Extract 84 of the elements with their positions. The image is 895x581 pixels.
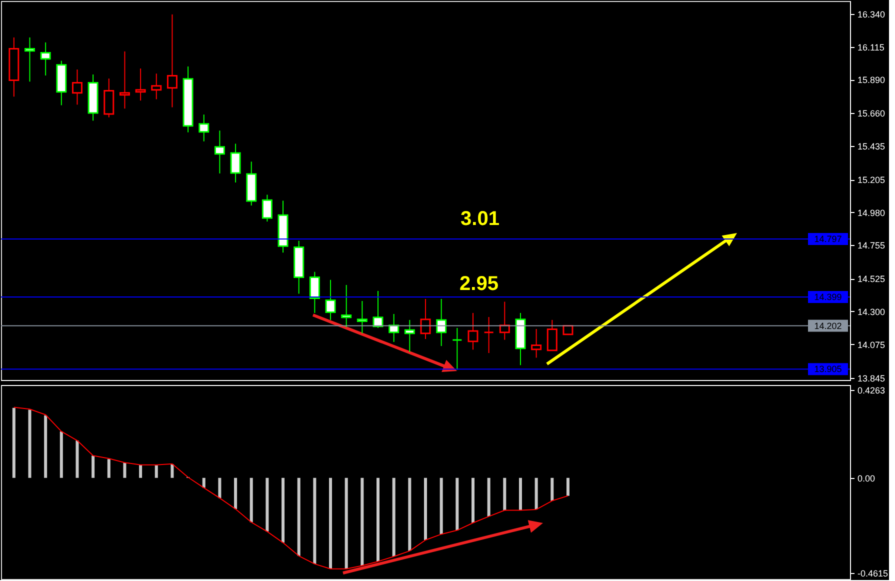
- bar: [440, 478, 443, 534]
- bar: [139, 464, 142, 478]
- bar: [376, 478, 380, 562]
- bar: [344, 478, 348, 569]
- bar: [154, 465, 158, 478]
- bar: [28, 410, 32, 478]
- candlestick: [24, 36, 35, 82]
- candlestick: [468, 312, 478, 350]
- y-tick-label: 14.075: [858, 340, 886, 350]
- candlestick: [484, 316, 494, 354]
- bar: [392, 478, 396, 557]
- candlestick: [404, 319, 415, 353]
- candlestick: [166, 14, 178, 108]
- candlestick: [388, 313, 400, 342]
- candlestick: [341, 284, 352, 328]
- bar: [471, 478, 474, 523]
- candlestick: [135, 68, 146, 102]
- candlestick: [436, 298, 447, 347]
- candlestick: [230, 143, 241, 183]
- bar: [360, 478, 364, 566]
- bar: [12, 408, 16, 478]
- y-tick-label: 16.340: [858, 10, 886, 20]
- bar: [424, 478, 427, 540]
- bar: [60, 431, 63, 478]
- bar: [297, 478, 300, 556]
- y-tick-label: -0.4615: [858, 568, 888, 579]
- y-tick-label: 15.660: [858, 108, 886, 119]
- candlestick: [499, 301, 510, 340]
- candlestick: [104, 78, 114, 118]
- bar: [534, 478, 538, 510]
- candlestick: [119, 50, 130, 110]
- candlestick: [546, 319, 558, 352]
- candlestick: [262, 194, 272, 222]
- candlestick: [420, 298, 431, 340]
- bar: [266, 478, 269, 532]
- bar: [92, 456, 95, 478]
- ref-line-label: 14.797: [814, 234, 842, 244]
- bar: [518, 478, 522, 510]
- candlestick: [72, 69, 82, 106]
- bar: [456, 478, 459, 530]
- bar: [487, 478, 490, 516]
- bar: [503, 478, 506, 510]
- bar: [107, 459, 110, 478]
- bar: [123, 462, 126, 478]
- y-tick-label: 15.205: [858, 175, 886, 186]
- y-tick-label: 13.845: [858, 373, 886, 384]
- bar: [76, 440, 79, 478]
- y-tick-label: 15.890: [858, 75, 886, 86]
- candlestick: [531, 328, 542, 358]
- bar: [250, 478, 253, 522]
- y-tick-label: 16.115: [858, 42, 884, 52]
- ref-line-label: 14.399: [814, 292, 842, 302]
- candlestick: [151, 73, 162, 100]
- candlestick: [372, 290, 384, 328]
- candlestick: [40, 42, 51, 76]
- bar: [550, 478, 554, 501]
- bar: [329, 478, 332, 569]
- bar: [218, 478, 222, 498]
- y-tick-label: 0.4263: [858, 385, 886, 396]
- y-tick-label: 14.980: [858, 208, 886, 218]
- bar: [170, 464, 174, 478]
- ref-line-label: 13.905: [814, 364, 842, 374]
- bar: [566, 478, 570, 496]
- bar: [408, 478, 412, 551]
- candlestick: [214, 130, 225, 174]
- y-tick-label: 14.755: [858, 240, 886, 251]
- bar: [202, 478, 206, 488]
- candlestick: [309, 271, 320, 314]
- annotation: 3.01: [460, 208, 500, 230]
- line-series: [13, 406, 568, 570]
- y-tick-label: 15.435: [858, 142, 886, 152]
- y-tick-label: 14.525: [858, 274, 886, 284]
- candlestick: [198, 114, 210, 142]
- y-tick-label: 14.300: [858, 306, 886, 317]
- ref-line-label: 14.202: [814, 320, 842, 331]
- candlestick: [452, 327, 462, 370]
- bar: [234, 478, 238, 510]
- candlestick: [356, 300, 368, 334]
- bar: [313, 478, 316, 564]
- bar: [282, 478, 285, 543]
- y-tick-label: 0.00: [858, 473, 876, 484]
- candlestick: [325, 279, 336, 320]
- bar: [44, 415, 48, 478]
- annotation: 2.95: [460, 273, 498, 295]
